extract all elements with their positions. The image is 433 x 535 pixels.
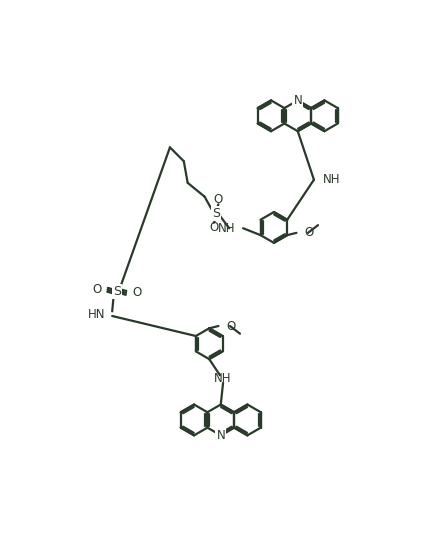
Text: O: O (214, 193, 223, 206)
Text: NH: NH (323, 173, 341, 186)
Text: O: O (132, 286, 142, 300)
Text: S: S (113, 285, 121, 298)
Text: N: N (294, 94, 302, 107)
Text: O: O (92, 284, 101, 296)
Text: O: O (209, 221, 219, 234)
Text: N: N (216, 429, 225, 442)
Text: S: S (212, 207, 220, 220)
Text: NH: NH (218, 221, 236, 235)
Text: NH: NH (214, 372, 232, 385)
Text: HN: HN (88, 308, 105, 321)
Text: O: O (304, 226, 313, 239)
Text: O: O (226, 319, 236, 332)
